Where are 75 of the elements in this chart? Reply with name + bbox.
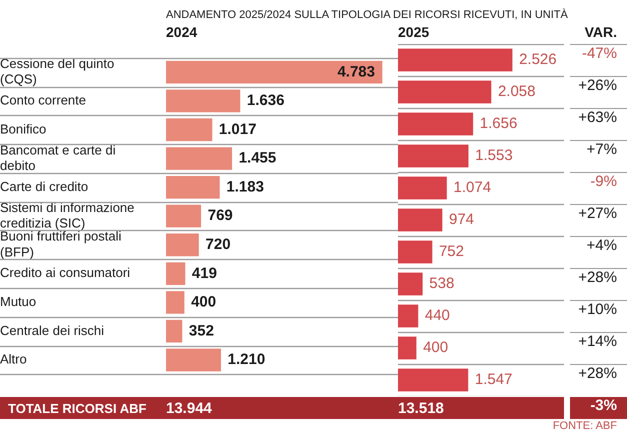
bar <box>166 60 382 84</box>
text: +4% <box>570 236 627 268</box>
bar <box>166 291 184 314</box>
y-tick-label: Cessione del quinto (CQS) <box>0 56 114 87</box>
text: +28% <box>570 268 627 300</box>
data-label: 352 <box>188 322 214 340</box>
bar <box>166 147 232 170</box>
data-label: 769 <box>208 207 233 224</box>
data-label: 1.656 <box>480 115 518 132</box>
text: 13.518 <box>398 400 444 417</box>
data-label: 1.074 <box>454 179 492 196</box>
data-label: 400 <box>423 339 448 356</box>
data-label: 2.526 <box>519 51 557 68</box>
text: TOTALE RICORSI ABF <box>8 401 146 416</box>
data-label: 538 <box>429 275 454 292</box>
text: -9% <box>570 172 627 204</box>
bar <box>166 348 221 372</box>
bar <box>398 240 432 264</box>
text: +63% <box>570 108 627 140</box>
y-tick-label: Altro <box>0 352 27 367</box>
data-label: 2.058 <box>498 83 536 100</box>
bar <box>398 208 442 232</box>
bar <box>398 144 468 168</box>
bar <box>398 304 418 328</box>
chart-title: ANDAMENTO 2025/2024 SULLA TIPOLOGIA DEI RICORSI RICEVUTI, IN UNITÀ <box>166 9 568 21</box>
y-tick-label: Bonifico <box>0 121 46 136</box>
data-label: 419 <box>192 264 217 282</box>
series-label: 2025 <box>398 24 430 40</box>
bar <box>398 48 512 72</box>
data-label: 1.636 <box>246 92 284 110</box>
series-label: 2024 <box>166 24 198 40</box>
text: +7% <box>570 140 627 172</box>
bar <box>398 336 416 360</box>
data-label: 1.183 <box>226 178 264 196</box>
bar <box>398 176 447 200</box>
text: +14% <box>570 332 627 364</box>
y-tick-label: Credito ai consumatori <box>0 265 130 280</box>
bar <box>166 118 212 142</box>
bar <box>166 262 186 285</box>
y-tick-label: Buoni fruttiferi postali (BFP) <box>0 228 122 260</box>
data-label: 1.553 <box>475 147 513 164</box>
bar <box>398 272 423 296</box>
data-label: 752 <box>438 243 464 260</box>
bar <box>398 80 492 104</box>
bar <box>166 176 220 199</box>
y-tick-label: Centrale dei rischi <box>0 322 104 338</box>
source-note: FONTE: ABF <box>552 420 617 432</box>
data-label: 1.547 <box>474 371 512 388</box>
text: +10% <box>570 300 627 332</box>
bar <box>166 320 182 343</box>
bar <box>398 368 468 392</box>
text: +27% <box>570 204 627 236</box>
text: +26% <box>570 76 627 108</box>
text: -3% <box>570 397 627 419</box>
text: 13.944 <box>166 400 212 417</box>
data-label: 4.783 <box>337 63 375 80</box>
y-tick-label: Conto corrente <box>0 92 86 108</box>
data-label: 440 <box>424 307 450 324</box>
data-label: 1.210 <box>228 351 266 368</box>
bar <box>166 90 240 112</box>
data-label: 400 <box>191 294 216 311</box>
bar <box>166 234 199 256</box>
y-tick-label: Carte di credito <box>0 178 88 194</box>
y-tick-label: Bancomat e carte di debito <box>0 142 116 173</box>
bar <box>398 112 474 136</box>
text: VAR. <box>584 24 617 40</box>
y-tick-label: Mutuo <box>0 294 36 310</box>
y-tick-label: Sistemi di informazione creditizia (SIC) <box>0 200 134 230</box>
data-label: 1.455 <box>238 150 276 167</box>
data-label: 1.017 <box>218 120 256 138</box>
data-label: 720 <box>206 236 231 254</box>
text: +28% <box>570 364 627 396</box>
text: -47% <box>570 44 627 76</box>
data-label: 974 <box>448 211 474 228</box>
bar <box>166 204 202 228</box>
